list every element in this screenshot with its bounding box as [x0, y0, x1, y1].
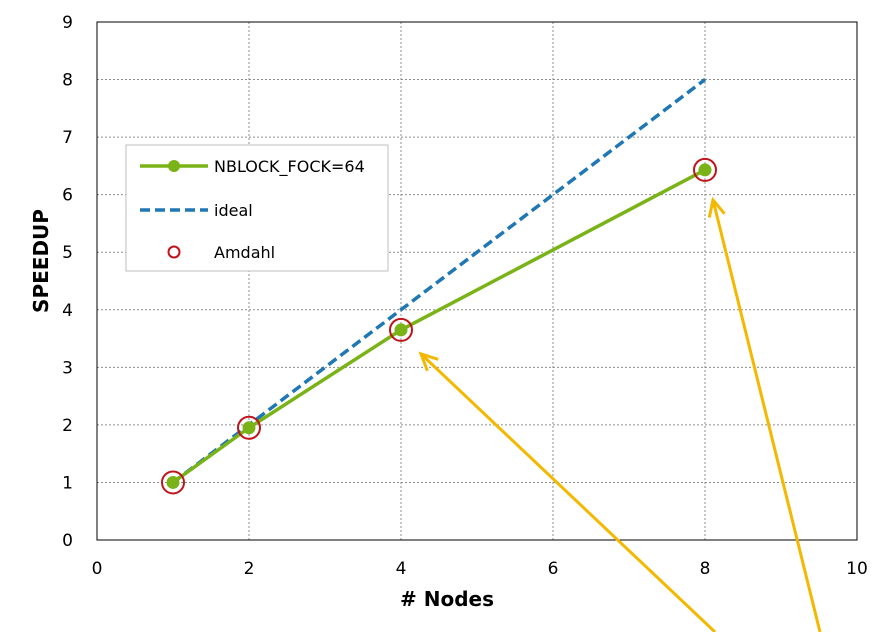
series-marks — [161, 78, 717, 495]
plot-area-frame — [96, 21, 858, 541]
y-tick-labels: 0 1 2 3 4 5 6 7 8 9 — [62, 13, 73, 551]
annotation-arrows — [418, 196, 822, 632]
y-tick-label: 3 — [62, 358, 73, 378]
y-tick-label: 7 — [62, 128, 73, 148]
x-tick-label: 8 — [700, 559, 711, 579]
x-tick-labels: 0 2 4 6 8 10 — [92, 559, 868, 579]
x-tick-label: 6 — [548, 559, 559, 579]
x-tick-label: 4 — [396, 559, 407, 579]
y-tick-label: 0 — [62, 531, 73, 551]
amdahl-point — [237, 415, 261, 440]
nblock-fock-point — [242, 421, 256, 435]
y-axis-title: SPEEDUP — [29, 209, 53, 313]
x-tick-label: 2 — [244, 559, 255, 579]
annotation-arrow-shaft — [711, 199, 822, 632]
legend-marker-nblock-fock — [168, 160, 180, 172]
y-tick-label: 9 — [62, 13, 73, 33]
y-tick-label: 4 — [62, 301, 73, 321]
amdahl-point — [161, 470, 185, 495]
nblock-fock-point — [394, 323, 408, 337]
annotation-arrow-head — [707, 196, 726, 218]
legend-label-amdahl: Amdahl — [214, 243, 275, 262]
nblock-fock-point — [166, 475, 180, 489]
x-axis-title: # Nodes — [400, 587, 494, 611]
legend-label-nblock-fock: NBLOCK_FOCK=64 — [214, 157, 365, 177]
amdahl-point — [389, 317, 413, 342]
annotation-arrow-head — [418, 351, 439, 372]
y-tick-label: 1 — [62, 473, 73, 493]
legend-marker-amdahl — [167, 245, 181, 259]
annotation-arrow-shaft — [419, 352, 717, 632]
nblock-fock-line — [171, 168, 706, 484]
ideal-line — [171, 78, 707, 484]
amdahl-point — [693, 157, 717, 182]
y-tick-label: 8 — [62, 71, 73, 91]
y-tick-label: 2 — [62, 416, 73, 436]
nblock-fock-point — [698, 163, 712, 177]
x-tick-label: 0 — [92, 559, 103, 579]
y-tick-label: 5 — [62, 243, 73, 263]
legend-label-ideal: ideal — [214, 201, 253, 220]
grid-lines — [97, 22, 857, 540]
x-tick-label: 10 — [846, 559, 868, 579]
y-tick-label: 6 — [62, 186, 73, 206]
